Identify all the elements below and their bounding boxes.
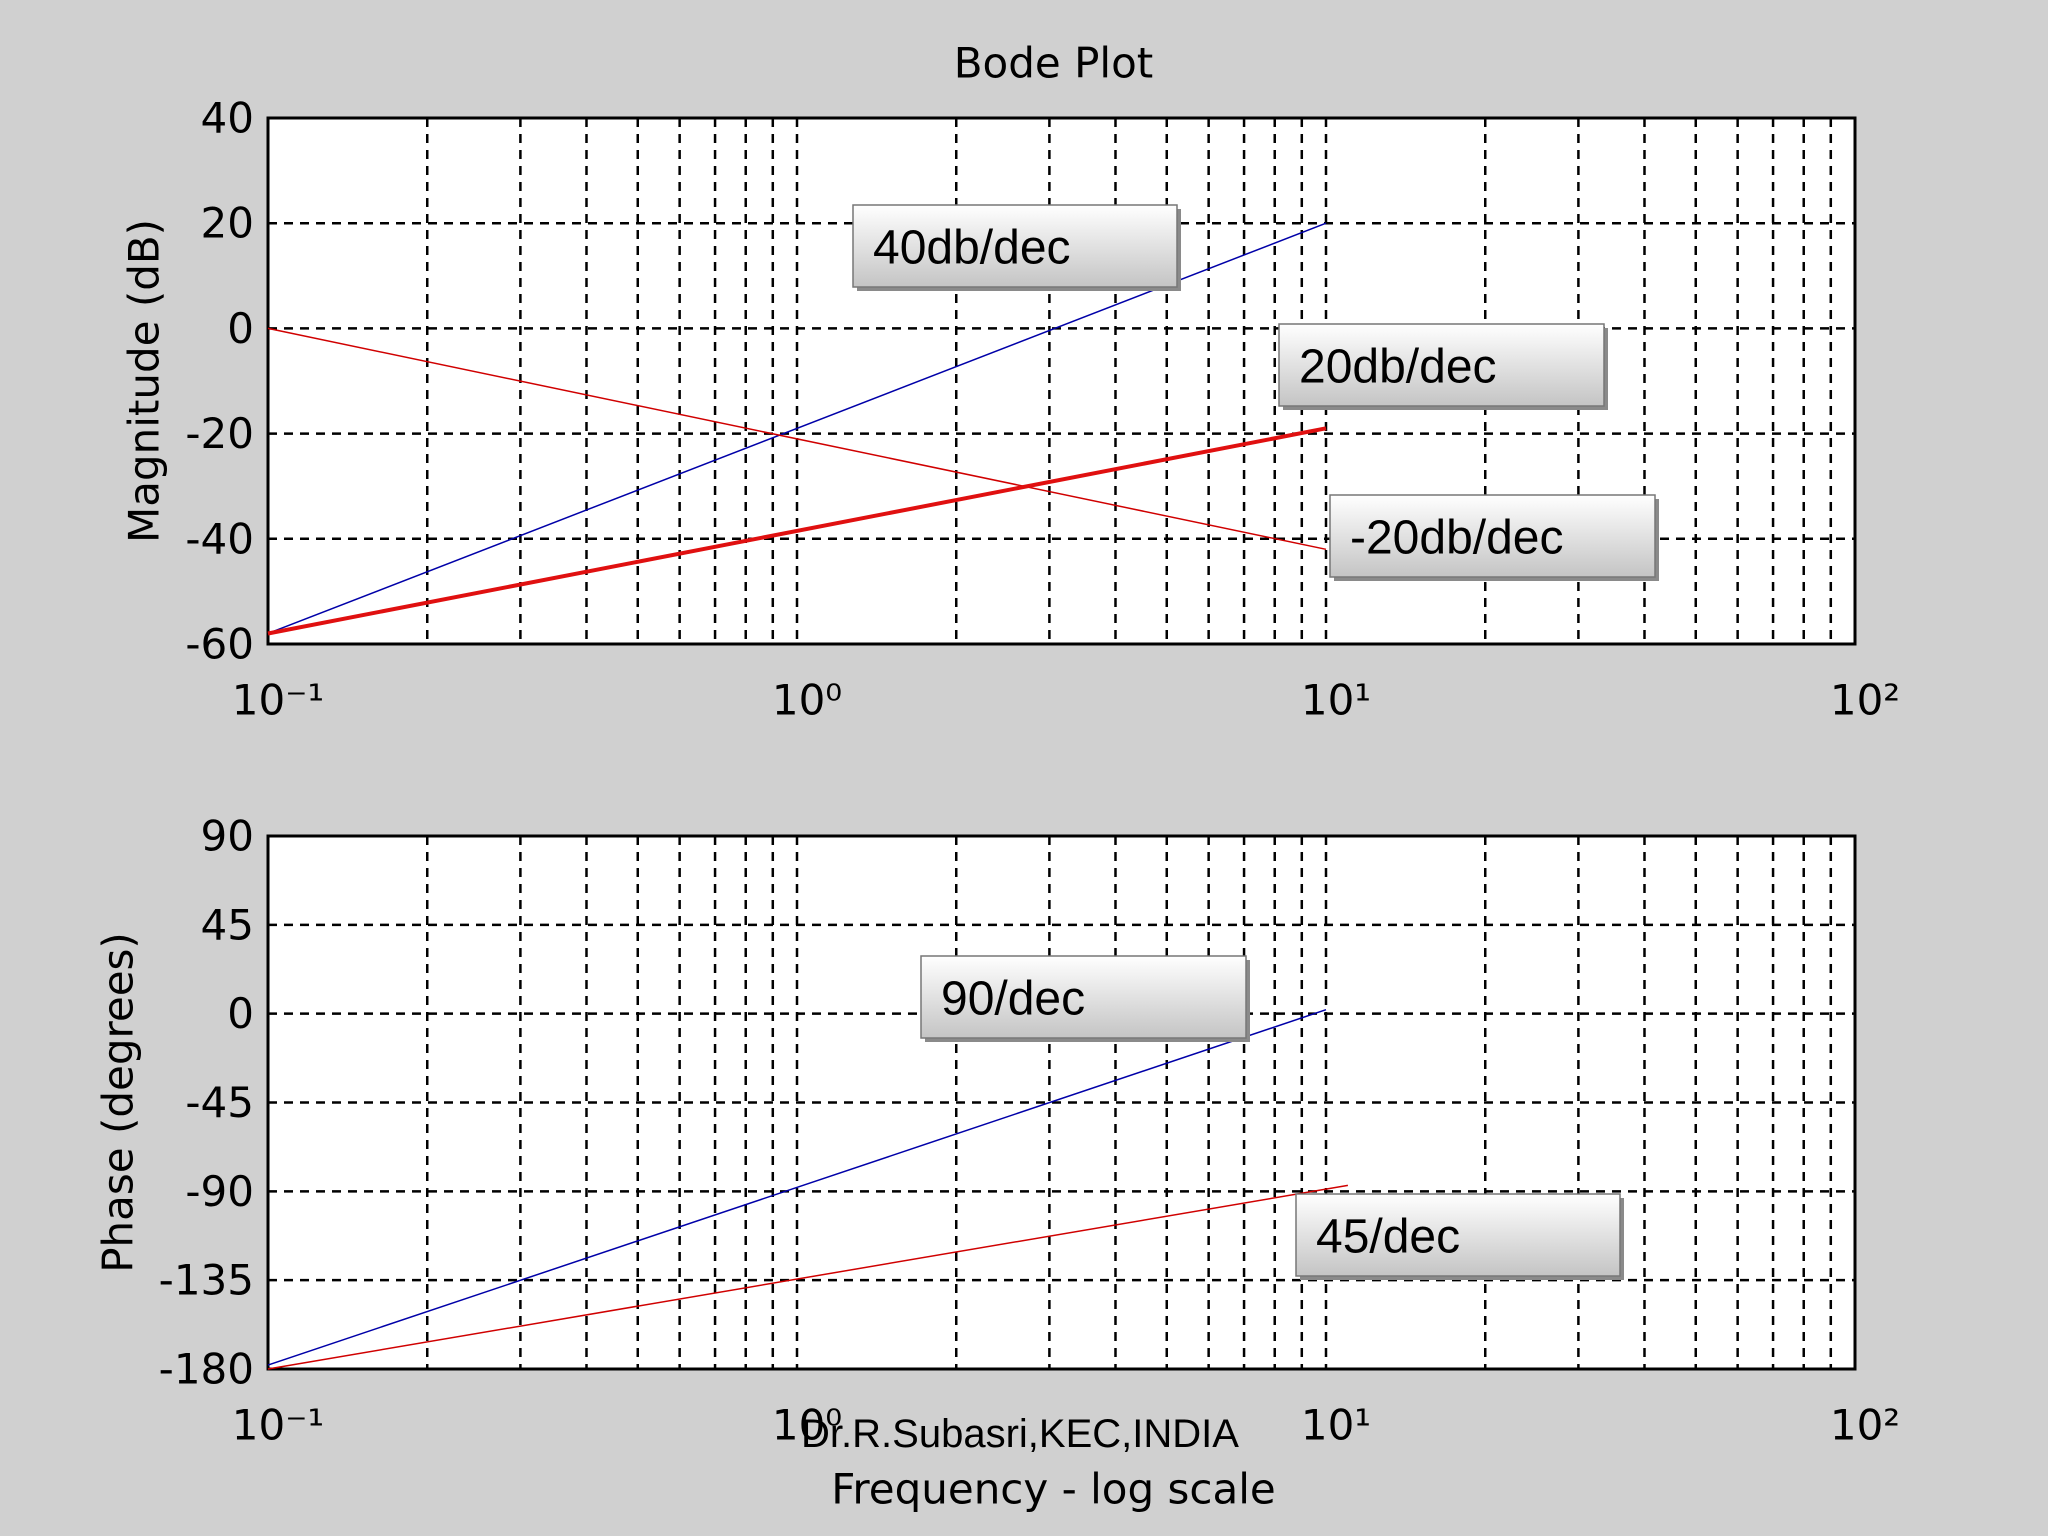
x-tick-label: 10⁻¹ bbox=[232, 676, 324, 725]
annotation-box bbox=[920, 955, 1247, 1039]
footer: Dr.R.Subasri,KEC,INDIA bbox=[801, 1412, 1239, 1456]
x-tick-label: 10⁻¹ bbox=[232, 1401, 324, 1450]
y-tick-label: -40 bbox=[185, 514, 254, 563]
series-line bbox=[267, 327, 1327, 551]
y-tick-label: 90 bbox=[201, 812, 254, 861]
x-axis-label: Frequency - log scale bbox=[831, 1465, 1275, 1514]
annotation: -20db/dec bbox=[1350, 512, 1564, 565]
annotation-box bbox=[1278, 323, 1605, 407]
y-tick-label: 0 bbox=[227, 304, 254, 353]
y-tick-label: -45 bbox=[185, 1078, 254, 1127]
series-line bbox=[267, 222, 1327, 635]
y-tick-label: -60 bbox=[185, 620, 254, 669]
x-tick-label: 10² bbox=[1830, 676, 1900, 725]
x-tick-label: 10⁰ bbox=[772, 676, 842, 725]
x-tick-label: 10⁰ bbox=[772, 1401, 842, 1450]
x-tick-label: 10¹ bbox=[1301, 1401, 1371, 1450]
y-tick-label: 45 bbox=[201, 900, 254, 949]
annotation: 20db/dec bbox=[1299, 341, 1497, 394]
annotation-box bbox=[1295, 1193, 1621, 1277]
annotation: 90/dec bbox=[941, 973, 1085, 1026]
x-tick-label: 10² bbox=[1830, 1401, 1900, 1450]
y-tick-label: 40 bbox=[201, 94, 254, 143]
annotation: 40db/dec bbox=[873, 222, 1071, 275]
chart-title: Bode Plot bbox=[954, 39, 1154, 88]
x-tick-label: 10¹ bbox=[1301, 676, 1371, 725]
series-line bbox=[267, 426, 1327, 636]
y-axis-label: Phase (degrees) bbox=[94, 932, 143, 1273]
annotation-box bbox=[1329, 494, 1656, 578]
y-tick-label: -20 bbox=[185, 409, 254, 458]
y-tick-label: -90 bbox=[185, 1167, 254, 1216]
y-axis-label: Magnitude (dB) bbox=[120, 219, 169, 543]
series-line bbox=[267, 1009, 1327, 1366]
y-tick-label: 0 bbox=[227, 989, 254, 1038]
y-tick-label: -180 bbox=[159, 1345, 254, 1394]
plot-frame bbox=[266, 834, 1857, 1371]
y-tick-label: 20 bbox=[201, 199, 254, 248]
annotation: 45/dec bbox=[1316, 1211, 1460, 1264]
y-tick-label: -135 bbox=[159, 1256, 254, 1305]
annotation-box bbox=[852, 204, 1178, 288]
series-line bbox=[267, 1184, 1349, 1370]
plot-frame bbox=[266, 116, 1857, 646]
